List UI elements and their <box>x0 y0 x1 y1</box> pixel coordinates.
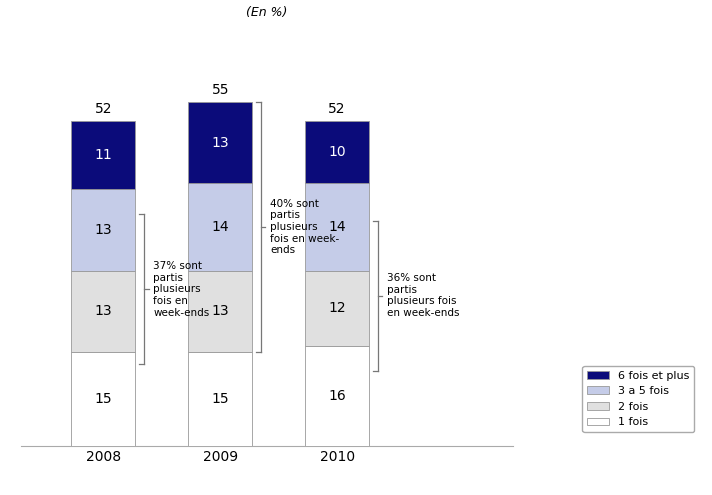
Text: 15: 15 <box>211 392 229 406</box>
Bar <box>188 183 252 271</box>
Text: 36% sont
partis
plusieurs fois
en week-ends: 36% sont partis plusieurs fois en week-e… <box>387 273 460 318</box>
Bar <box>71 271 135 352</box>
Text: 12: 12 <box>328 301 346 315</box>
Text: 10: 10 <box>328 145 346 159</box>
Text: 52: 52 <box>95 102 112 116</box>
Text: (En %): (En %) <box>246 6 288 19</box>
Bar <box>188 271 252 352</box>
Bar <box>188 102 252 183</box>
Text: 13: 13 <box>95 304 112 318</box>
Text: 52: 52 <box>328 102 346 116</box>
Text: 40% sont
partis
plusieurs
fois en week-
ends: 40% sont partis plusieurs fois en week- … <box>271 198 340 255</box>
Legend: 6 fois et plus, 3 a 5 fois, 2 fois, 1 fois: 6 fois et plus, 3 a 5 fois, 2 fois, 1 fo… <box>582 366 693 432</box>
Bar <box>71 352 135 446</box>
Bar <box>305 121 370 183</box>
Text: 13: 13 <box>211 304 229 318</box>
Text: 14: 14 <box>211 220 229 234</box>
Bar <box>305 183 370 271</box>
Bar <box>71 121 135 190</box>
Text: 11: 11 <box>95 148 112 162</box>
Bar <box>71 190 135 271</box>
Text: 13: 13 <box>95 223 112 237</box>
Text: 15: 15 <box>95 392 112 406</box>
Text: 37% sont
partis
plusieurs
fois en
week-ends: 37% sont partis plusieurs fois en week-e… <box>153 261 209 318</box>
Bar <box>305 271 370 346</box>
Text: 55: 55 <box>211 83 229 97</box>
Bar <box>305 346 370 446</box>
Text: 16: 16 <box>328 389 346 402</box>
Text: 14: 14 <box>328 220 346 234</box>
Bar <box>188 352 252 446</box>
Text: 13: 13 <box>211 136 229 149</box>
